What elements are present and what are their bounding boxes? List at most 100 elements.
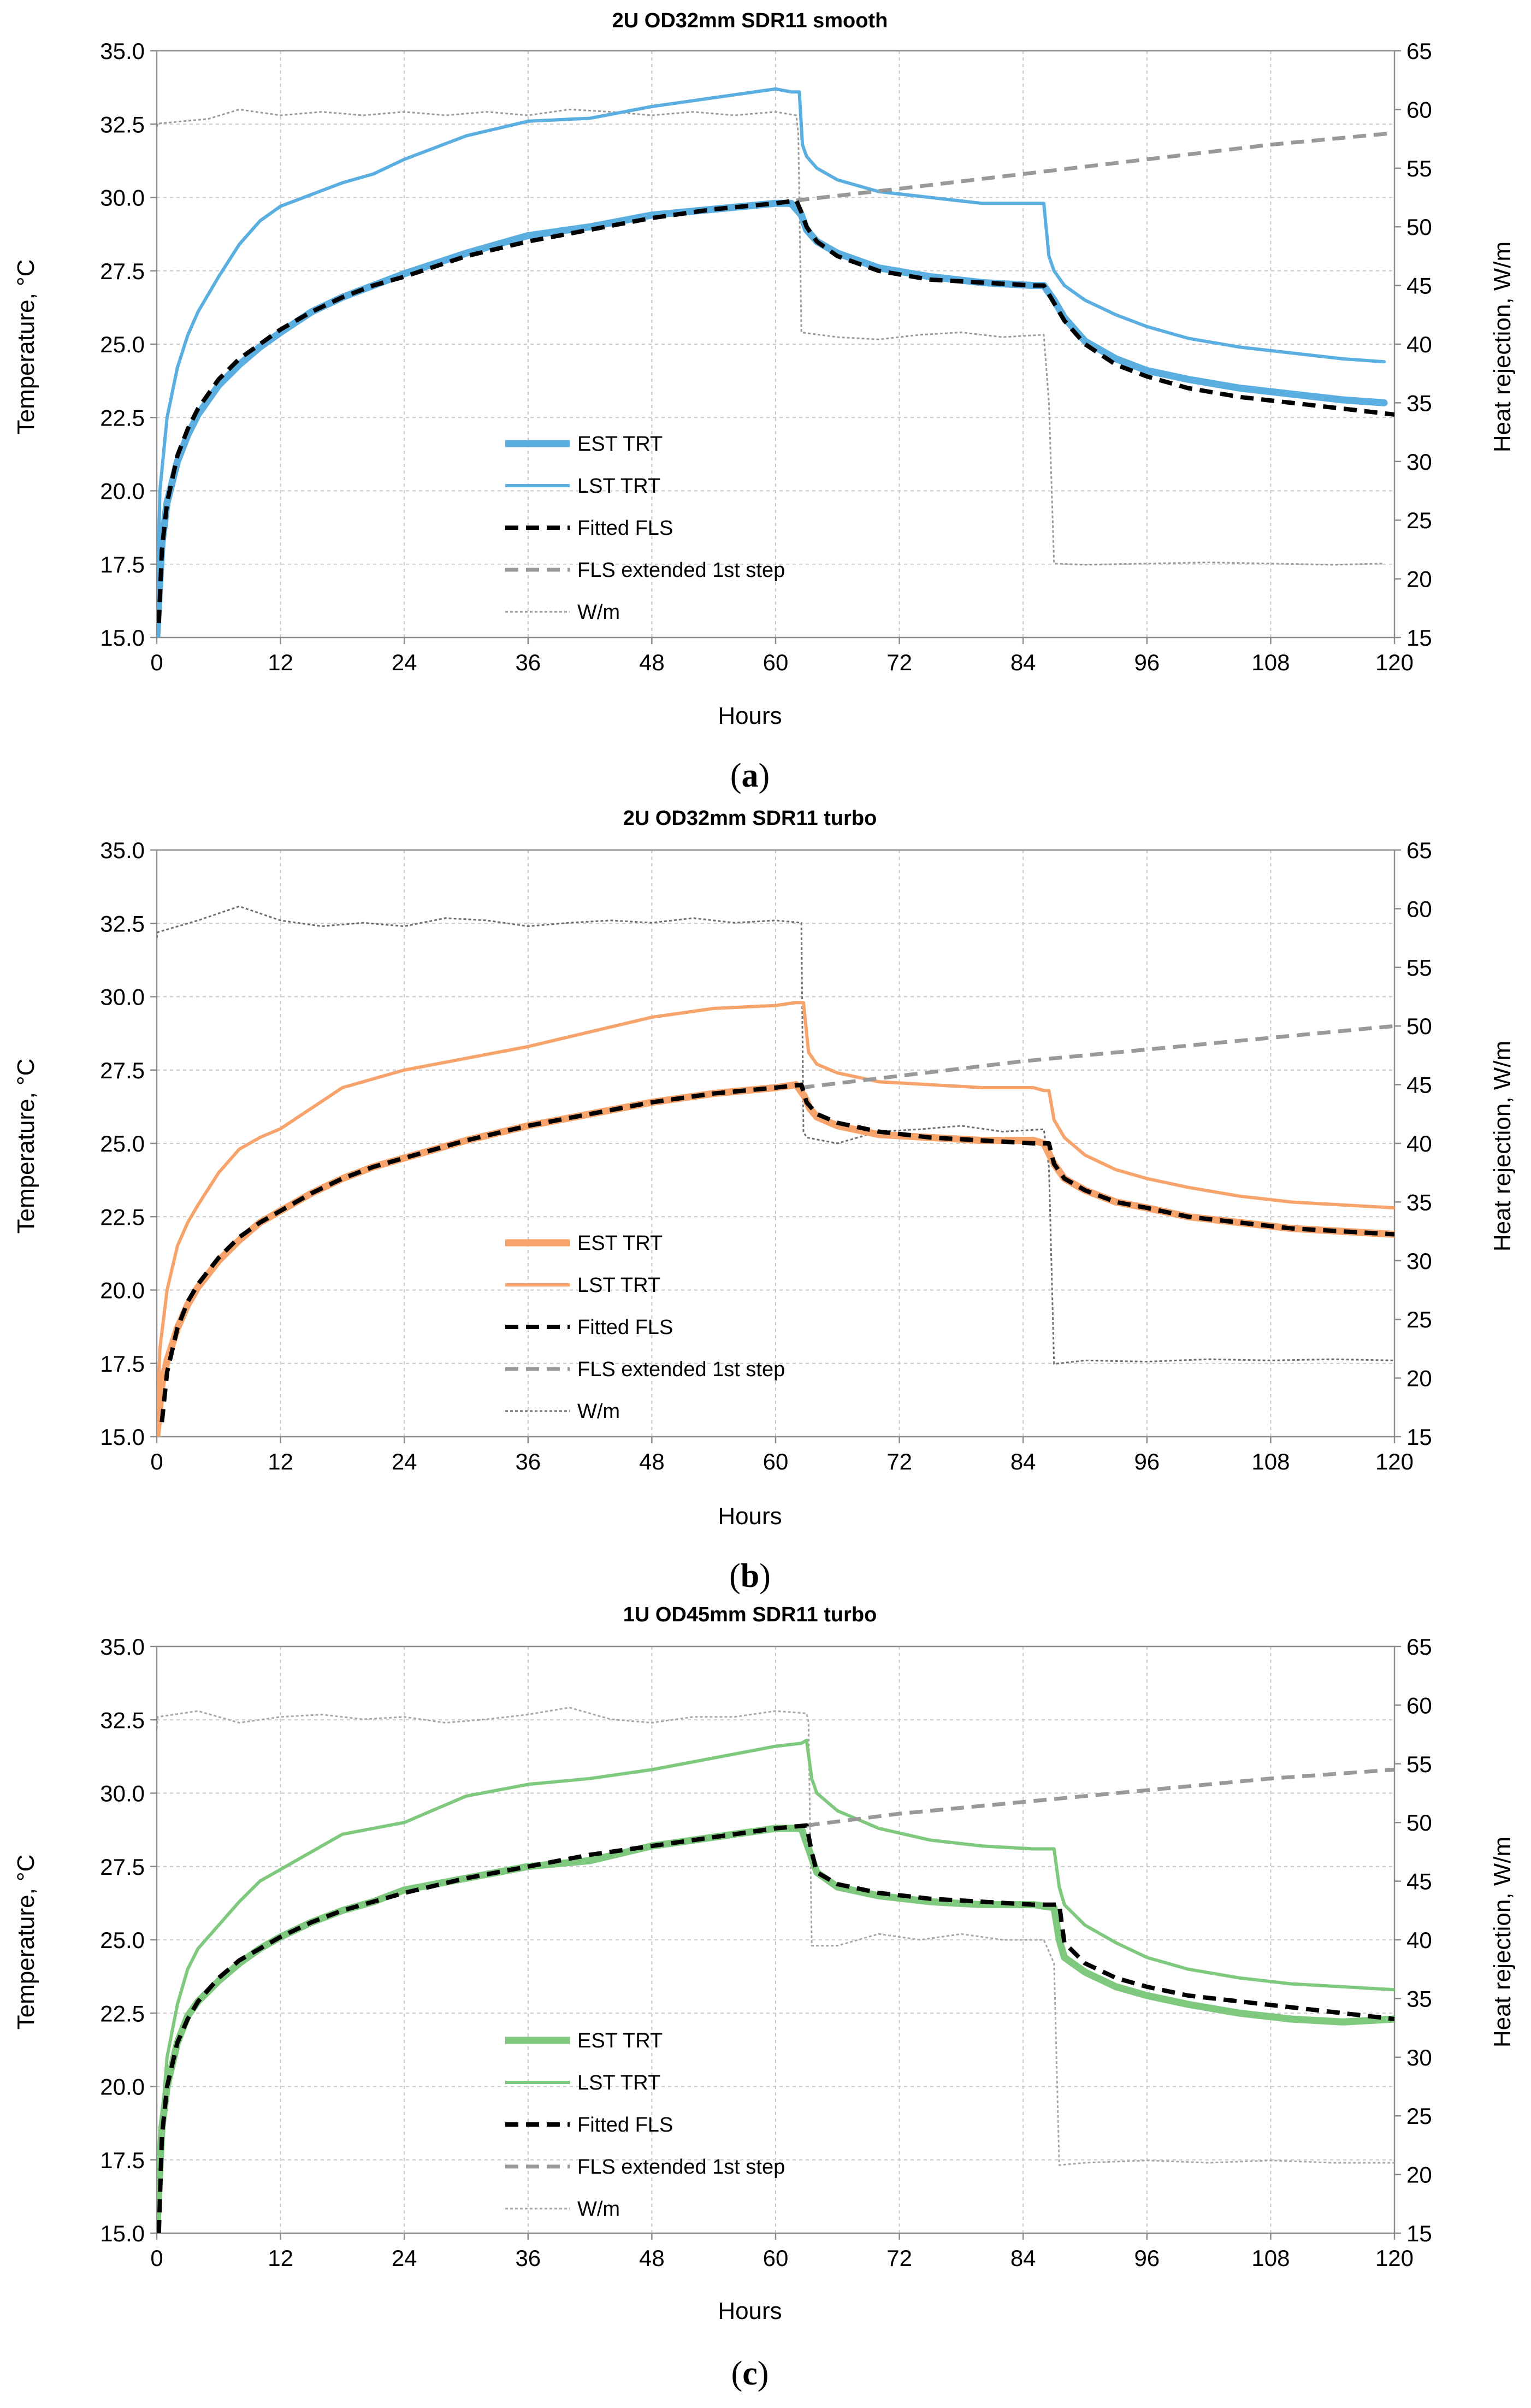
legend-entry: Fitted FLS	[577, 2114, 673, 2136]
x-tick-label: 24	[392, 2245, 417, 2271]
series-line-fitted-fls	[157, 198, 1394, 623]
series-group	[157, 87, 1394, 638]
x-tick-label: 120	[1375, 1449, 1414, 1474]
gridlines	[157, 51, 1394, 638]
y-tick-label-left: 20.0	[100, 2074, 145, 2100]
plot-frame	[156, 50, 1396, 639]
y-tick-label-left: 15.0	[100, 1424, 145, 1450]
x-tick-label: 48	[639, 1449, 665, 1474]
x-tick-label: 12	[268, 650, 293, 675]
legend-entry: W/m	[577, 1400, 620, 1423]
y-tick-label-right: 45	[1406, 1869, 1432, 1894]
x-tick-label: 84	[1010, 2245, 1036, 2271]
y-axis-label-left: Temperature, °C	[13, 1855, 39, 2030]
y-tick-label-right: 60	[1406, 1692, 1432, 1718]
y-tick-label-right: 40	[1406, 1927, 1432, 1953]
y-tick-label-right: 60	[1406, 97, 1432, 122]
y-tick-label-right: 40	[1406, 332, 1432, 357]
series-line-fitted-fls	[159, 1082, 1394, 1423]
y-tick-label-left: 32.5	[100, 1707, 145, 1733]
x-axis-label: Hours	[718, 2298, 782, 2324]
series-line-fls-extended-1st-step	[806, 1768, 1394, 1828]
legend-entry: Fitted FLS	[577, 517, 673, 540]
y-tick-label-left: 17.5	[100, 2147, 145, 2173]
x-tick-label: 24	[392, 650, 417, 675]
x-tick-label: 72	[886, 2245, 912, 2271]
plot-frame	[156, 849, 1396, 1438]
legend: EST TRT LST TRT Fitted FLS FLS extended 1st…	[505, 433, 785, 624]
chart-title: 2U OD32mm SDR11 turbo	[623, 807, 877, 830]
y-tick-label-left: 20.0	[100, 1278, 145, 1303]
x-tick-label: 108	[1251, 1449, 1290, 1474]
legend-entry: W/m	[577, 601, 620, 624]
y-tick-label-right: 55	[1406, 1751, 1432, 1777]
y-tick-label-left: 32.5	[100, 111, 145, 137]
x-tick-label: 108	[1251, 2245, 1290, 2271]
y-tick-label-right: 25	[1406, 1307, 1432, 1332]
chart-title: 1U OD45mm SDR11 turbo	[623, 1603, 877, 1626]
y-tick-label-left: 22.5	[100, 1204, 145, 1230]
y-tick-label-left: 15.0	[100, 625, 145, 651]
y-tick-label-left: 22.5	[100, 2000, 145, 2026]
series-line-w-m	[157, 108, 1385, 566]
x-tick-label: 120	[1375, 2245, 1414, 2271]
panel-label: (a)	[730, 757, 770, 794]
y-tick-label-right: 35	[1406, 390, 1432, 416]
y-tick-label-right: 35	[1406, 1986, 1432, 2011]
legend-entry: LST TRT	[577, 475, 660, 498]
y-tick-label-right: 15	[1406, 625, 1432, 651]
y-tick-label-left: 30.0	[100, 984, 145, 1010]
y-tick-label-left: 27.5	[100, 1058, 145, 1083]
x-tick-label: 72	[886, 650, 912, 675]
legend-entry: Fitted FLS	[577, 1316, 673, 1339]
gridlines	[157, 1646, 1394, 2233]
legend-entry: LST TRT	[577, 1274, 660, 1297]
chart-panel-b: 2U OD32mm SDR11 turbo (b) Hours Temperat…	[13, 807, 1516, 1595]
legend-entry: EST TRT	[577, 1232, 663, 1255]
y-axis-label-left: Temperature, °C	[13, 1059, 39, 1234]
legend-entry: EST TRT	[577, 433, 663, 456]
legend-entry: EST TRT	[577, 2029, 663, 2052]
y-tick-label-left: 35.0	[100, 837, 145, 863]
y-axis-label-right: Heat rejection, W/m	[1489, 1041, 1516, 1252]
x-tick-label: 96	[1134, 2245, 1160, 2271]
series-line-fls-extended-1st-step	[796, 131, 1394, 203]
y-tick-label-right: 65	[1406, 1634, 1432, 1660]
y-tick-label-left: 15.0	[100, 2221, 145, 2246]
x-tick-label: 0	[150, 1449, 163, 1474]
y-tick-label-left: 20.0	[100, 479, 145, 504]
legend: EST TRT LST TRT Fitted FLS FLS extended 1st…	[505, 1232, 785, 1423]
panel-letter: c	[742, 2355, 758, 2392]
x-tick-label: 60	[763, 2245, 789, 2271]
y-tick-label-right: 40	[1406, 1131, 1432, 1156]
legend-entry: FLS extended 1st step	[577, 559, 785, 582]
series-line-w-m	[157, 905, 1394, 1365]
y-tick-label-right: 50	[1406, 1810, 1432, 1835]
y-axis-label-right: Heat rejection, W/m	[1489, 241, 1516, 452]
y-tick-label-left: 35.0	[100, 1634, 145, 1660]
legend-entry: LST TRT	[577, 2071, 660, 2094]
x-tick-label: 48	[639, 2245, 665, 2271]
y-tick-label-right: 20	[1406, 2162, 1432, 2188]
series-line-lst-trt	[157, 87, 1386, 638]
y-tick-label-right: 35	[1406, 1189, 1432, 1215]
y-tick-label-right: 65	[1406, 38, 1432, 64]
y-tick-label-right: 55	[1406, 955, 1432, 981]
y-tick-label-right: 30	[1406, 449, 1432, 475]
legend-entry: W/m	[577, 2198, 620, 2221]
y-tick-label-right: 50	[1406, 1013, 1432, 1039]
series-line-lst-trt	[157, 1001, 1394, 1437]
y-tick-label-left: 25.0	[100, 332, 145, 357]
x-axis-label: Hours	[718, 703, 782, 729]
series-group	[157, 905, 1394, 1437]
series-line-lst-trt	[157, 1738, 1394, 2233]
x-tick-label: 120	[1375, 650, 1414, 675]
y-tick-label-left: 30.0	[100, 1781, 145, 1807]
panel-label: (c)	[731, 2355, 769, 2392]
y-tick-label-right: 25	[1406, 2103, 1432, 2129]
y-tick-label-left: 25.0	[100, 1131, 145, 1156]
x-tick-label: 36	[515, 1449, 541, 1474]
x-tick-label: 96	[1134, 650, 1160, 675]
legend-entry: FLS extended 1st step	[577, 2156, 785, 2179]
y-tick-label-left: 27.5	[100, 1854, 145, 1880]
